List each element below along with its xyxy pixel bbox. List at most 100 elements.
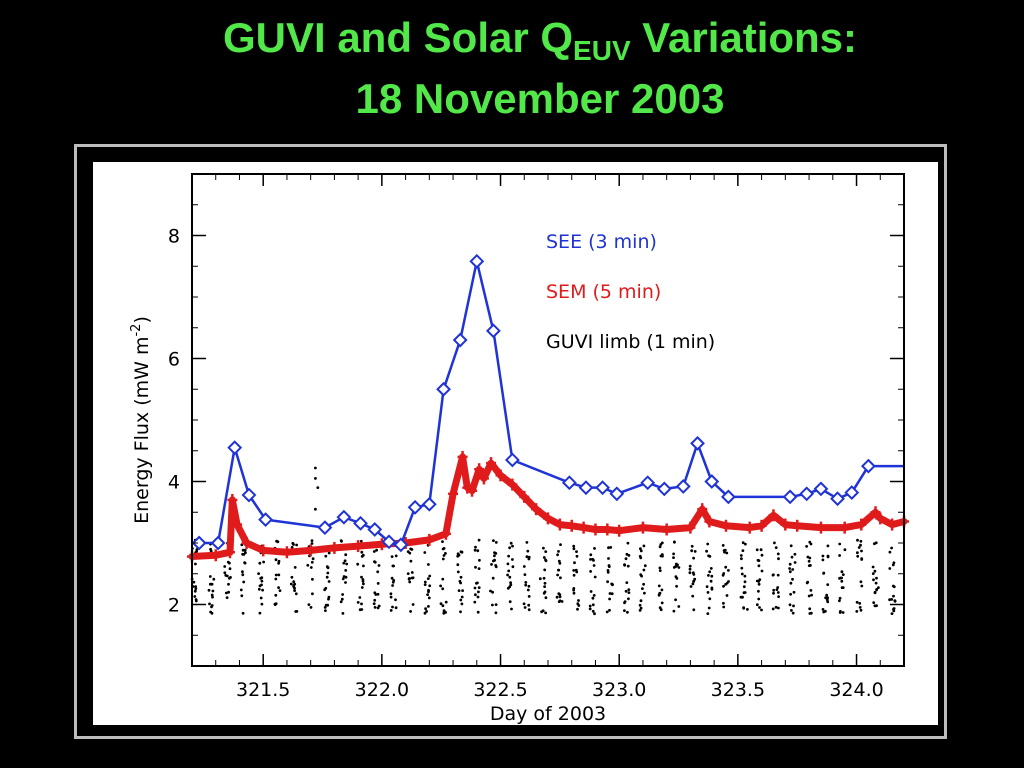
see-diamond-marker xyxy=(640,475,656,491)
see-diamond-marker xyxy=(844,485,860,500)
guvi-point xyxy=(506,562,510,566)
sem-marker xyxy=(227,493,238,506)
guvi-point xyxy=(623,563,627,567)
guvi-point xyxy=(511,565,515,569)
see-diamond-marker xyxy=(799,486,815,502)
legend: SEE (3 min) SEM (5 min) GUVI limb (1 min) xyxy=(546,231,715,353)
guvi-point xyxy=(860,584,864,588)
guvi-point xyxy=(860,549,863,553)
y-axis: 2 4 6 8 xyxy=(168,173,904,667)
guvi-point xyxy=(344,553,348,557)
guvi-point xyxy=(639,599,643,603)
guvi-point xyxy=(840,579,844,583)
guvi-point xyxy=(725,594,729,597)
guvi-point xyxy=(822,572,825,575)
see-diamond-marker xyxy=(393,537,409,553)
guvi-point xyxy=(555,595,559,599)
guvi-point xyxy=(494,611,498,615)
guvi-point xyxy=(591,557,595,561)
guvi-point xyxy=(376,570,380,574)
legend-entry: SEE (3 min) xyxy=(546,231,657,253)
guvi-point xyxy=(642,582,645,586)
sem-marker xyxy=(474,463,485,476)
guvi-point xyxy=(473,548,477,552)
guvi-point xyxy=(760,569,764,573)
guvi-point xyxy=(260,583,263,587)
guvi-point xyxy=(826,596,829,600)
guvi-point xyxy=(572,547,576,551)
guvi-point xyxy=(589,558,592,561)
sem-marker xyxy=(424,533,435,546)
guvi-point xyxy=(277,561,280,565)
guvi-point xyxy=(524,583,528,587)
guvi-point xyxy=(460,602,464,606)
guvi-point xyxy=(875,576,878,580)
guvi-point xyxy=(194,587,198,591)
guvi-point xyxy=(710,574,714,578)
guvi-point xyxy=(840,586,844,589)
see-diamond-marker xyxy=(317,520,333,536)
guvi-point xyxy=(643,564,647,568)
guvi-point xyxy=(809,611,813,615)
guvi-point xyxy=(826,554,830,558)
guvi-point xyxy=(229,576,232,579)
guvi-point xyxy=(857,546,861,549)
guvi-point xyxy=(892,561,896,565)
guvi-point xyxy=(228,567,232,571)
guvi-point xyxy=(491,576,495,580)
guvi-point xyxy=(672,552,675,556)
guvi-point xyxy=(544,596,548,600)
guvi-point xyxy=(825,598,829,602)
guvi-point xyxy=(789,544,793,548)
guvi-point xyxy=(706,542,710,546)
guvi-point xyxy=(757,582,761,586)
guvi-point xyxy=(474,593,477,597)
guvi-point xyxy=(493,554,496,558)
guvi-point xyxy=(340,597,344,601)
guvi-point xyxy=(194,585,198,589)
guvi-point xyxy=(314,466,317,470)
guvi-point xyxy=(838,542,842,546)
guvi-point xyxy=(874,581,878,585)
guvi-point xyxy=(888,598,891,602)
guvi-point xyxy=(360,608,364,611)
guvi-point xyxy=(809,542,813,546)
guvi-point xyxy=(377,604,381,608)
guvi-point xyxy=(542,591,546,595)
guvi-point xyxy=(722,601,725,605)
guvi-point xyxy=(390,576,394,580)
guvi-point xyxy=(626,564,630,568)
guvi-point xyxy=(839,576,842,580)
guvi-point xyxy=(394,554,398,558)
guvi-point xyxy=(475,581,478,585)
guvi-point xyxy=(822,610,826,614)
guvi-point xyxy=(208,602,211,606)
guvi-point xyxy=(890,546,893,550)
guvi-point xyxy=(523,606,527,609)
guvi-point xyxy=(560,600,564,603)
guvi-point xyxy=(721,573,725,577)
guvi-point xyxy=(316,486,320,489)
guvi-point xyxy=(507,554,510,558)
guvi-point xyxy=(558,561,562,565)
guvi-point xyxy=(427,596,431,600)
guvi-point xyxy=(223,571,227,575)
guvi-point xyxy=(759,548,763,552)
guvi-point xyxy=(508,585,512,589)
guvi-point xyxy=(441,587,445,591)
guvi-point xyxy=(777,606,780,610)
sem-marker xyxy=(457,450,468,463)
guvi-point xyxy=(660,601,664,605)
guvi-point xyxy=(394,606,398,610)
guvi-point xyxy=(826,583,830,586)
guvi-point xyxy=(722,584,725,588)
guvi-point xyxy=(841,573,845,576)
see-diamond-marker xyxy=(720,489,736,505)
guvi-point xyxy=(293,566,297,569)
guvi-point xyxy=(340,539,343,543)
guvi-point xyxy=(888,550,892,554)
guvi-point xyxy=(890,598,894,601)
guvi-point xyxy=(773,541,776,545)
slide-title: GUVI and Solar QEUV Variations: 18 Novem… xyxy=(0,14,1024,123)
legend-entry: GUVI limb (1 min) xyxy=(546,331,715,353)
